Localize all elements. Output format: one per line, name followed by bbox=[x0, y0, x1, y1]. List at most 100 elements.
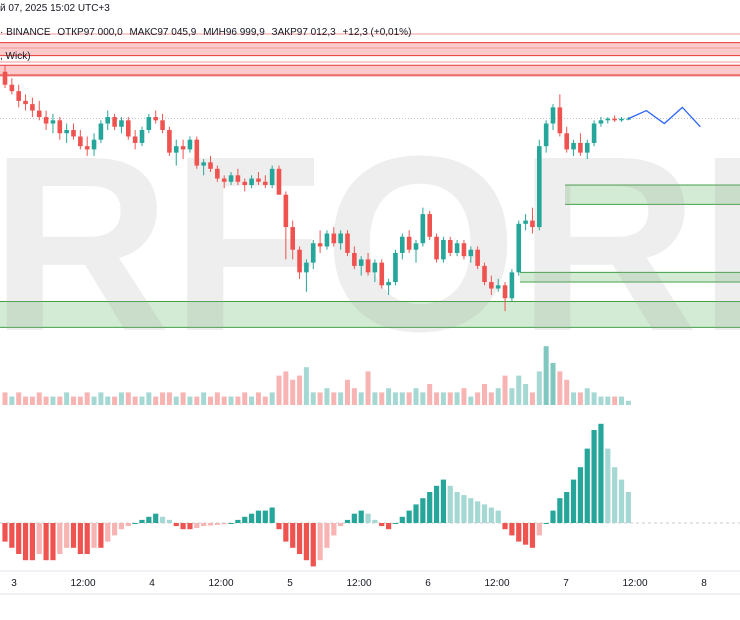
volume-bar bbox=[146, 392, 152, 405]
volume-bar bbox=[331, 392, 337, 405]
candle-body bbox=[119, 120, 124, 127]
candle-body bbox=[242, 181, 248, 185]
volume-bar bbox=[153, 396, 159, 405]
header-close: ЗАКР97 012,3 bbox=[271, 27, 336, 38]
oscillator-bar bbox=[303, 523, 309, 561]
candle-body bbox=[9, 84, 15, 92]
oscillator-bar bbox=[344, 519, 351, 523]
candle-body bbox=[36, 110, 42, 118]
volume-bar bbox=[536, 371, 542, 405]
candle-body bbox=[338, 233, 343, 244]
volume-bar bbox=[303, 367, 309, 405]
volume-bar bbox=[598, 396, 604, 405]
volume-bar bbox=[495, 388, 501, 405]
oscillator-bar bbox=[36, 523, 42, 554]
oscillator-bar bbox=[262, 510, 268, 523]
volume-bar bbox=[77, 396, 83, 405]
oscillator-bar bbox=[338, 523, 344, 527]
volume-bar bbox=[605, 396, 611, 405]
oscillator-bar bbox=[536, 523, 542, 536]
candle-body bbox=[180, 146, 186, 150]
volume-bar bbox=[43, 396, 49, 405]
volume-bar bbox=[365, 371, 371, 405]
header-symbol: · BINANCE bbox=[0, 27, 51, 38]
oscillator-bar bbox=[77, 523, 83, 554]
oscillator-bar bbox=[201, 523, 207, 527]
candle-body bbox=[30, 104, 35, 111]
oscillator-bar bbox=[173, 523, 179, 527]
oscillator-bar bbox=[365, 513, 371, 523]
candle-body bbox=[372, 262, 378, 273]
volume-bar bbox=[201, 392, 207, 405]
oscillator-bar bbox=[118, 523, 125, 530]
candle-body bbox=[132, 136, 138, 143]
candle-body bbox=[413, 243, 419, 250]
candle-body bbox=[502, 285, 508, 299]
volume-bar bbox=[454, 392, 460, 405]
volume-bar bbox=[125, 392, 131, 405]
candle-body bbox=[64, 130, 69, 134]
volume-bar bbox=[242, 392, 248, 405]
volume-bar bbox=[118, 392, 124, 405]
volume-bar bbox=[71, 396, 76, 405]
volume-bar bbox=[249, 396, 255, 405]
candle-body bbox=[584, 142, 590, 153]
oscillator-bar bbox=[70, 523, 77, 548]
oscillator-bar bbox=[529, 523, 536, 548]
candle-body bbox=[619, 118, 624, 121]
volume-bar bbox=[516, 375, 522, 405]
candle-body bbox=[400, 236, 405, 253]
candle-body bbox=[304, 262, 309, 273]
candle-body bbox=[43, 117, 49, 124]
oscillator-bar bbox=[43, 523, 49, 561]
candle-body bbox=[427, 214, 432, 237]
candle-body bbox=[57, 120, 63, 134]
volume-bar bbox=[276, 375, 282, 405]
candle-body bbox=[358, 259, 364, 266]
oscillator-bar bbox=[427, 492, 433, 523]
candle-body bbox=[91, 139, 97, 150]
oscillator-bar bbox=[22, 523, 29, 561]
candle-body bbox=[571, 142, 576, 150]
candle-body bbox=[228, 175, 234, 182]
candle-body bbox=[591, 123, 597, 143]
header-ohlc: · BINANCE ОТКР97 000,0 МАКС97 045,9 МИН9… bbox=[0, 27, 411, 38]
x-tick-label: 12:00 bbox=[622, 578, 647, 589]
candle-body bbox=[126, 120, 131, 137]
candle-body bbox=[153, 117, 158, 121]
volume-bar bbox=[255, 392, 261, 405]
volume-bar bbox=[50, 396, 56, 405]
candle-body bbox=[605, 118, 611, 121]
volume-bar bbox=[557, 371, 563, 405]
oscillator-bar bbox=[235, 519, 241, 523]
candle-body bbox=[475, 249, 480, 266]
candle-body bbox=[489, 282, 494, 289]
oscillator-bar bbox=[584, 448, 590, 523]
volume-bar bbox=[475, 392, 481, 405]
volume-bar bbox=[392, 392, 398, 405]
candle-body bbox=[578, 142, 583, 153]
volume-bar bbox=[543, 346, 549, 405]
oscillator-bar bbox=[351, 513, 357, 523]
oscillator-bar bbox=[509, 523, 515, 536]
volume-bar bbox=[112, 396, 118, 405]
oscillator-bar bbox=[440, 479, 446, 523]
volume-bar bbox=[345, 379, 350, 405]
x-tick-label: 3 bbox=[11, 578, 17, 589]
volume-bar bbox=[584, 388, 590, 405]
oscillator-bar bbox=[228, 523, 234, 524]
oscillator-bar bbox=[166, 519, 172, 523]
candle-body bbox=[112, 117, 117, 127]
candle-body bbox=[201, 162, 206, 166]
volume-bar bbox=[132, 396, 138, 405]
oscillator-bar bbox=[495, 510, 501, 523]
volume-bar bbox=[625, 400, 631, 405]
oscillator-bar bbox=[139, 519, 145, 523]
candle-body bbox=[523, 220, 528, 224]
oscillator-bar bbox=[214, 523, 220, 525]
volume-bar bbox=[64, 392, 70, 405]
candle-body bbox=[420, 214, 426, 244]
volume-bar bbox=[57, 396, 63, 405]
